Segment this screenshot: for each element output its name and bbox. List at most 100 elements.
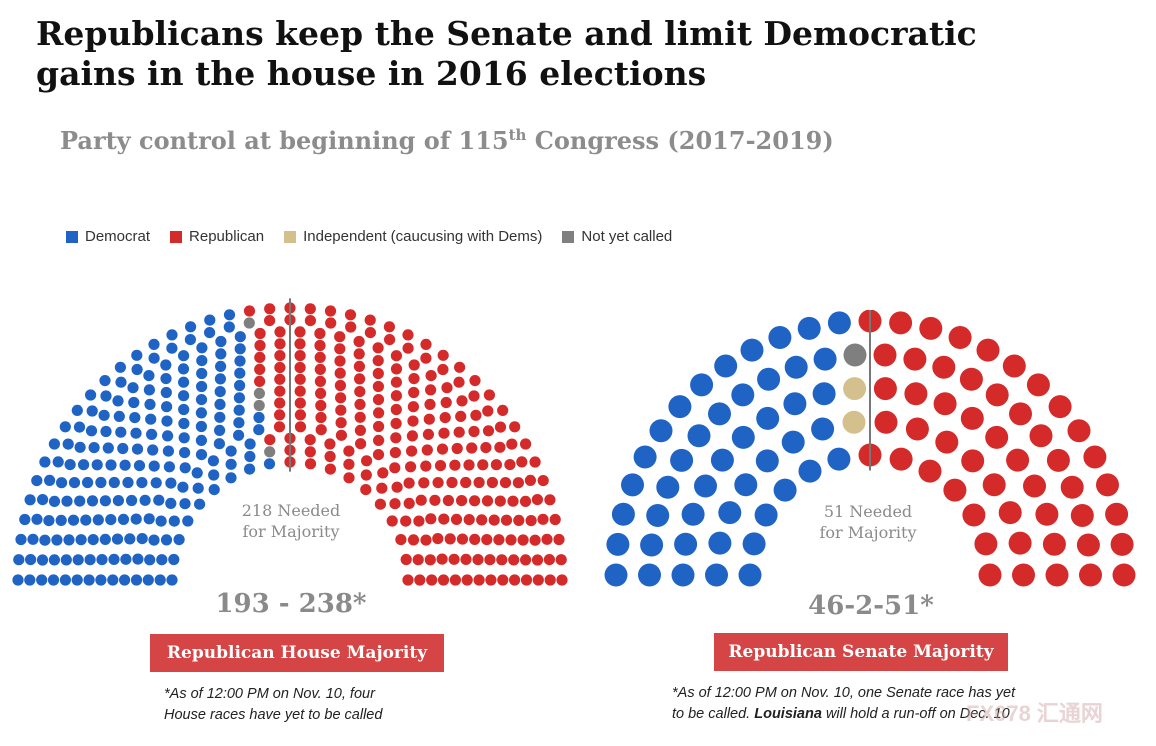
house-seat-republican — [436, 443, 449, 455]
house-seat-republican — [531, 494, 544, 506]
house-seat-republican — [448, 553, 460, 565]
house-seat-democrat — [178, 350, 190, 362]
house-seat-democrat — [60, 554, 72, 566]
house-seat-democrat — [148, 352, 160, 364]
senate-seat-republican — [1026, 373, 1050, 397]
house-seat-democrat — [162, 445, 174, 457]
house-seat-republican — [383, 321, 395, 333]
house-seat-republican — [509, 421, 521, 433]
house-seat-republican — [425, 370, 437, 382]
house-seat-republican — [274, 338, 286, 350]
senate-seat-democrat — [611, 502, 635, 526]
house-seat-democrat — [182, 515, 194, 527]
senate-seat-democrat — [710, 448, 734, 472]
senate-seat-democrat — [714, 354, 738, 378]
senate-seat-republican — [1029, 424, 1053, 448]
senate-seat-democrat — [674, 532, 698, 556]
house-seat-republican — [304, 303, 316, 315]
house-seat-republican — [274, 397, 286, 409]
house-seat-republican — [442, 494, 454, 507]
house-seat-republican — [422, 428, 434, 440]
house-seat-democrat — [19, 513, 31, 526]
house-seat-democrat — [215, 360, 227, 372]
house-seat-democrat — [139, 494, 151, 506]
house-seat-democrat — [233, 392, 245, 404]
house-seat-republican — [390, 417, 402, 430]
house-seat-republican — [549, 513, 561, 526]
house-seat-democrat — [244, 450, 256, 463]
house-seat-republican — [517, 534, 529, 546]
house-seat-democrat — [163, 461, 175, 473]
house-seat-republican — [294, 397, 306, 409]
house-seat-democrat — [85, 425, 98, 437]
house-seat-republican — [438, 427, 450, 439]
house-seat-republican — [424, 554, 436, 566]
house-seat-democrat — [115, 376, 127, 388]
senate-seat-not — [843, 343, 867, 367]
house-seat-republican — [403, 477, 415, 489]
house-seat-democrat — [99, 375, 111, 387]
house-seat-republican — [372, 355, 384, 367]
house-seat-democrat — [85, 389, 97, 401]
house-seat-democrat — [204, 314, 216, 326]
senate-seat-democrat — [671, 563, 695, 587]
senate-seat-republican — [1035, 502, 1059, 526]
house-seat-democrat — [214, 398, 226, 410]
house-seat-republican — [477, 459, 489, 471]
house-seat-democrat — [148, 534, 160, 546]
house-seat-republican — [324, 305, 337, 317]
house-seat-not — [264, 446, 276, 458]
house-seat-democrat — [108, 476, 120, 489]
house-seat-republican — [373, 420, 385, 433]
senate-seat-republican — [1009, 402, 1032, 426]
senate-seat-republican — [978, 563, 1002, 587]
house-seat-republican — [529, 456, 541, 468]
house-seat-democrat — [47, 574, 60, 586]
house-seat-republican — [354, 386, 366, 398]
house-seat-democrat — [100, 425, 112, 438]
house-seat-republican — [314, 351, 326, 363]
house-seat-republican — [376, 482, 388, 494]
house-seat-democrat — [191, 467, 203, 479]
house-seat-republican — [555, 554, 567, 566]
house-seat-republican — [343, 458, 355, 470]
house-seat-democrat — [80, 514, 92, 526]
house-seat-republican — [294, 326, 306, 338]
house-seat-democrat — [78, 459, 90, 471]
house-seat-republican — [403, 497, 415, 509]
senate-seat-republican — [873, 343, 897, 367]
house-seat-republican — [529, 534, 541, 546]
house-seat-republican — [453, 426, 465, 438]
house-seat-republican — [525, 515, 537, 527]
house-seat-republican — [455, 410, 467, 422]
house-seat-republican — [412, 554, 424, 566]
house-seat-republican — [453, 376, 465, 388]
house-seat-republican — [436, 553, 448, 565]
house-seat-republican — [519, 495, 532, 507]
house-seat-not — [243, 317, 255, 329]
senate-seat-democrat — [681, 502, 705, 526]
house-seat-republican — [361, 455, 373, 467]
house-seat-democrat — [253, 424, 265, 436]
house-seat-republican — [504, 459, 516, 471]
house-seat-democrat — [74, 441, 86, 453]
house-seat-democrat — [83, 574, 95, 586]
house-seat-republican — [473, 476, 485, 489]
house-seat-republican — [553, 533, 565, 546]
senate-seat-republican — [1083, 445, 1107, 469]
house-seat-republican — [469, 533, 481, 545]
house-seat-republican — [473, 574, 485, 586]
house-seat-republican — [499, 477, 512, 489]
house-seat-republican — [364, 314, 376, 326]
senate-tally: 46-2-51* — [808, 591, 934, 621]
house-seat-democrat — [12, 574, 24, 586]
senate-seat-republican — [889, 311, 913, 335]
house-seat-democrat — [72, 554, 84, 566]
house-seat-republican — [524, 474, 537, 486]
house-seat-republican — [334, 343, 346, 355]
house-seat-democrat — [119, 459, 131, 471]
house-seat-republican — [468, 390, 480, 402]
senate-seat-republican — [1048, 395, 1072, 419]
house-seat-republican — [494, 441, 506, 453]
house-seat-democrat — [155, 515, 167, 527]
